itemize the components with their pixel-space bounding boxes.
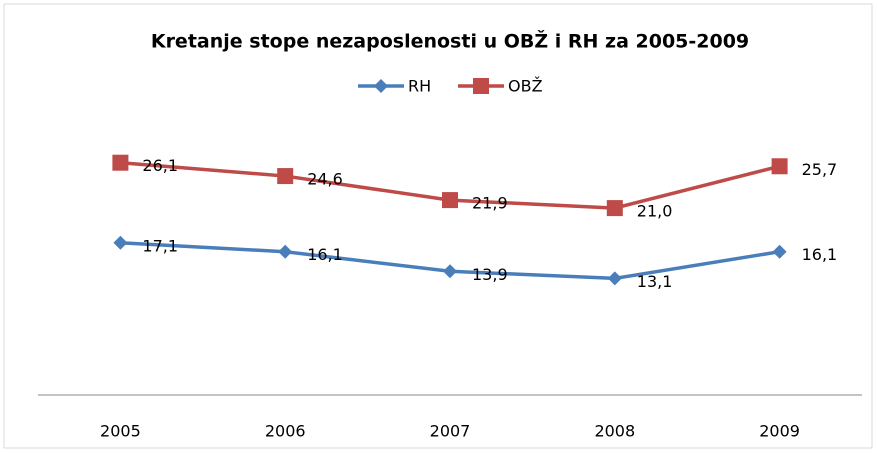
legend-label: RH xyxy=(408,77,431,96)
chart-title: Kretanje stope nezaposlenosti u OBŽ i RH… xyxy=(151,30,749,53)
marker xyxy=(277,168,294,185)
marker xyxy=(278,244,293,259)
data-label: 13,9 xyxy=(472,265,508,284)
data-label: 21,0 xyxy=(637,202,673,221)
data-label: 25,7 xyxy=(802,160,838,179)
x-tick-label: 2005 xyxy=(100,422,141,441)
marker xyxy=(112,154,129,171)
data-label: 13,1 xyxy=(637,272,673,291)
marker xyxy=(113,235,128,250)
marker xyxy=(442,192,458,209)
chart-border xyxy=(3,3,873,449)
legend-label: OBŽ xyxy=(508,77,543,96)
x-tick-label: 2009 xyxy=(759,422,800,441)
data-label: 21,9 xyxy=(472,194,508,213)
data-label: 16,1 xyxy=(802,245,838,264)
x-tick-label: 2006 xyxy=(265,422,306,441)
marker xyxy=(374,79,388,93)
data-label: 17,1 xyxy=(142,236,178,255)
marker xyxy=(607,271,622,286)
data-label: 16,1 xyxy=(307,245,343,264)
marker xyxy=(443,264,457,279)
marker xyxy=(473,78,489,94)
x-tick-label: 2007 xyxy=(430,422,471,441)
x-tick-label: 2008 xyxy=(594,422,635,441)
marker xyxy=(606,200,623,217)
marker xyxy=(772,244,787,259)
data-label: 24,6 xyxy=(307,170,343,189)
data-label: 26,1 xyxy=(142,156,178,175)
marker xyxy=(771,158,788,175)
